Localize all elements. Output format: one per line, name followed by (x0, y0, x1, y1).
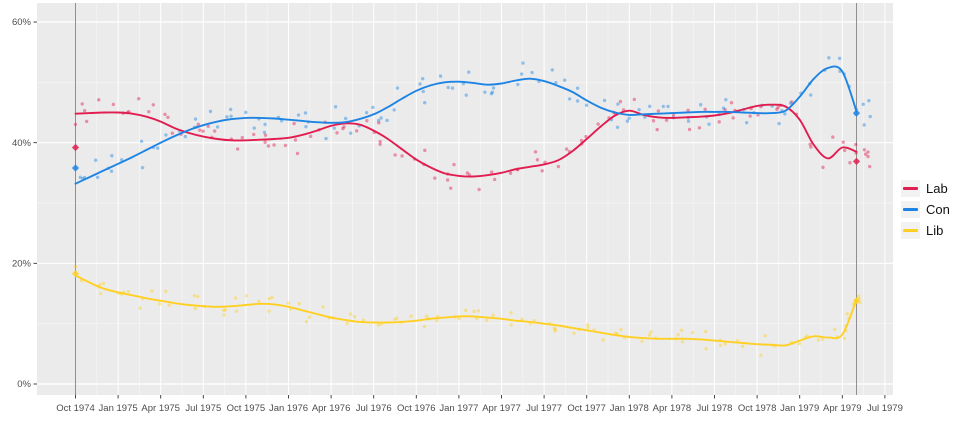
x-tick-label: Jan 1977 (439, 403, 478, 414)
x-tick-label: Apr 1978 (653, 403, 692, 414)
x-tick-label: Jan 1979 (780, 403, 819, 414)
x-tick-label: Jan 1975 (99, 403, 138, 414)
legend-label-lab: Lab (926, 181, 948, 196)
lib-line-swatch (903, 229, 918, 232)
legend-label-con: Con (926, 202, 950, 217)
lab-line-swatch (903, 187, 918, 190)
x-tick-label: Jul 1978 (697, 403, 733, 414)
y-tick-label: 60% (12, 17, 32, 28)
election-result-markers (71, 109, 861, 305)
legend-key-con (901, 201, 920, 218)
x-tick-label: Apr 1975 (141, 403, 180, 414)
y-tick-label: 40% (12, 138, 32, 149)
legend-item-lab: Lab (901, 178, 950, 199)
x-tick-label: Oct 1976 (397, 403, 436, 414)
y-tick-label: 0% (17, 379, 31, 390)
grid-major (37, 3, 893, 395)
legend-item-con: Con (901, 199, 950, 220)
legend: Lab Con Lib (901, 178, 950, 241)
x-tick-label: Oct 1974 (56, 403, 95, 414)
axes: 0% 20% 40% 60% Oct 1974 Jan 1975 Apr 1975 Jul 1… (12, 17, 903, 414)
plot-panel (37, 3, 893, 395)
y-tick-label: 20% (12, 259, 32, 270)
x-tick-label: Oct 1975 (227, 403, 266, 414)
trend-line-con (74, 65, 858, 185)
con-line-swatch (903, 208, 918, 211)
x-tick-label: Jul 1976 (356, 403, 392, 414)
x-tick-label: Jan 1978 (610, 403, 649, 414)
x-tick-label: Oct 1977 (567, 403, 606, 414)
legend-key-lib (901, 222, 920, 239)
x-tick-label: Jul 1975 (185, 403, 221, 414)
legend-label-lib: Lib (926, 223, 944, 238)
legend-item-lib: Lib (901, 220, 950, 241)
trend-line-lib (74, 274, 858, 347)
x-tick-label: Jan 1976 (269, 403, 308, 414)
legend-key-lab (901, 180, 920, 197)
x-tick-label: Apr 1979 (823, 403, 862, 414)
x-tick-label: Oct 1978 (738, 403, 777, 414)
trend-line-lab (74, 103, 858, 178)
x-tick-label: Apr 1976 (312, 403, 351, 414)
x-tick-label: Jul 1979 (867, 403, 903, 414)
x-tick-label: Apr 1977 (482, 403, 521, 414)
election-date-lines (75, 3, 857, 395)
x-tick-label: Jul 1977 (526, 403, 562, 414)
